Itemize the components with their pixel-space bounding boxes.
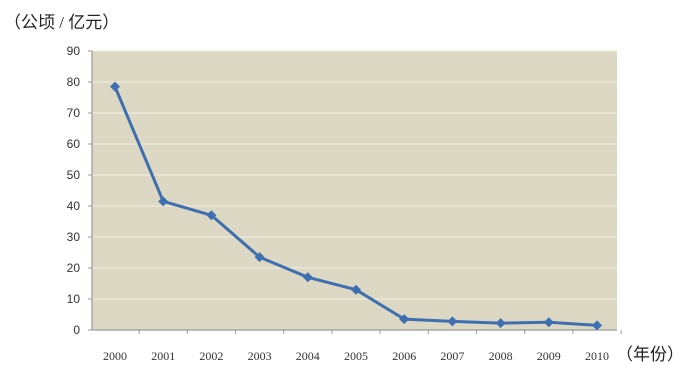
x-axis-label: （年份） [616, 345, 684, 364]
y-tick-label: 80 [67, 75, 81, 89]
x-tick-labels: 2000 2001 2002 2003 2004 2005 2006 2007 2008 2009… [103, 330, 622, 363]
data-point-marker [351, 284, 361, 295]
data-point-marker [206, 210, 217, 221]
y-tick-label: 30 [67, 230, 81, 244]
y-tick-label: 20 [67, 261, 81, 275]
y-tick-label: 40 [67, 199, 81, 213]
x-tick-label: 2007 [440, 349, 464, 363]
x-tick-label: 2010 [585, 349, 609, 363]
y-tick-label: 60 [67, 137, 81, 151]
data-markers [110, 81, 602, 331]
data-point-marker [592, 320, 602, 331]
y-tick-label: 90 [67, 44, 81, 58]
x-tick-label: 2006 [392, 349, 416, 363]
y-tick-label: 70 [67, 106, 81, 120]
y-tick-label: 10 [67, 292, 81, 306]
data-point-marker [543, 317, 554, 328]
x-tick-label: 2008 [489, 349, 513, 363]
y-tick-label: 0 [73, 323, 80, 337]
x-tick-label: 2001 [151, 349, 175, 363]
x-tick-label: 2005 [344, 349, 368, 363]
data-point-marker [158, 196, 169, 207]
y-tick-label: 50 [67, 168, 81, 182]
plot-area [92, 51, 617, 330]
data-point-marker [447, 316, 458, 327]
y-axis-label: （公顷 / 亿元） [4, 13, 119, 32]
data-point-marker [302, 272, 313, 283]
x-tick-label: 2009 [537, 349, 561, 363]
x-tick-label: 2003 [248, 349, 272, 363]
data-point-marker [399, 314, 410, 325]
data-point-marker [495, 318, 506, 329]
data-point-marker [254, 252, 265, 263]
x-tick-label: 2000 [103, 349, 127, 363]
y-tick-labels: 0 10 20 30 40 50 60 70 80 90 [67, 44, 92, 337]
data-point-marker [110, 81, 120, 92]
x-tick-label: 2002 [199, 349, 223, 363]
x-tick-label: 2004 [296, 349, 320, 363]
